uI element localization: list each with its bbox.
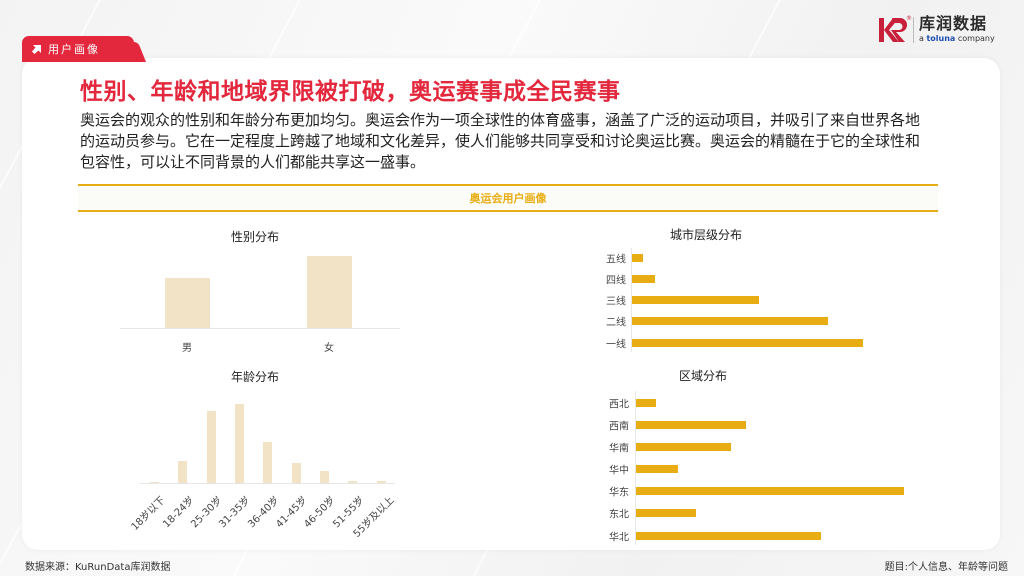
bar-age (207, 411, 216, 483)
y-label: 五线 (606, 254, 626, 266)
bar-city-tier (632, 339, 863, 347)
bar-age (178, 461, 187, 483)
bar-region (636, 487, 904, 495)
x-axis (120, 328, 400, 329)
section-header-title: 奥运会用户画像 (469, 192, 547, 205)
data-source-note: 数据来源：KuRunData库润数据 (25, 562, 171, 573)
bar-age (348, 481, 357, 483)
y-label: 西北 (609, 399, 629, 411)
y-label: 东北 (609, 509, 629, 521)
bar-region (636, 532, 821, 540)
bar-age (235, 404, 244, 483)
y-label: 华中 (609, 465, 629, 477)
bar-age (150, 482, 159, 483)
bar-age (320, 471, 329, 483)
bar-city-tier (632, 317, 828, 325)
x-axis (140, 483, 395, 484)
section-header-band: 奥运会用户画像 (78, 184, 938, 212)
bar-region (636, 399, 656, 407)
bar-city-tier (632, 296, 759, 304)
x-label: 女 (324, 343, 334, 354)
bar-age (377, 481, 386, 483)
question-note: 题目:个人信息、年龄等问题 (884, 562, 1008, 573)
bar-city-tier (632, 254, 643, 262)
y-label: 一线 (606, 339, 626, 351)
company-logo: ® 库润数据 a toluna company (878, 14, 995, 43)
chart-title: 城市层级分布 (669, 228, 743, 242)
page-title: 性别、年龄和地域界限被打破，奥运赛事成全民赛事 (80, 79, 621, 105)
y-label: 华北 (609, 532, 629, 544)
y-label: 三线 (606, 296, 626, 308)
bar-region (636, 443, 731, 451)
section-tab: 用户画像 (22, 36, 134, 62)
chart-title: 年龄分布 (230, 370, 280, 384)
logo-divider (913, 16, 914, 43)
bar-female (307, 256, 352, 328)
x-label: 男 (182, 343, 192, 354)
logo-tagline: a toluna company (919, 34, 995, 43)
arrow-up-right-icon (32, 45, 41, 54)
chart-title: 区域分布 (678, 369, 728, 383)
logo-chinese-name: 库润数据 (919, 14, 988, 33)
y-label: 西南 (609, 421, 629, 433)
y-axis (635, 391, 636, 545)
y-label: 四线 (606, 275, 626, 287)
section-tab-label: 用户画像 (48, 43, 100, 56)
bar-age (263, 442, 272, 483)
kr-logo-icon: ® (878, 15, 912, 43)
bar-region (636, 465, 678, 473)
bar-region (636, 509, 696, 517)
bar-age (292, 463, 301, 483)
y-label: 华南 (609, 443, 629, 455)
bar-male (165, 278, 210, 328)
y-label: 华东 (609, 487, 629, 499)
intro-paragraph: 奥运会的观众的性别和年龄分布更加均匀。奥运会作为一项全球性的体育盛事，涵盖了广泛… (80, 111, 921, 171)
bar-city-tier (632, 275, 655, 283)
y-label: 二线 (606, 317, 626, 329)
bar-region (636, 421, 746, 429)
chart-title: 性别分布 (230, 230, 280, 244)
y-axis (631, 248, 632, 352)
